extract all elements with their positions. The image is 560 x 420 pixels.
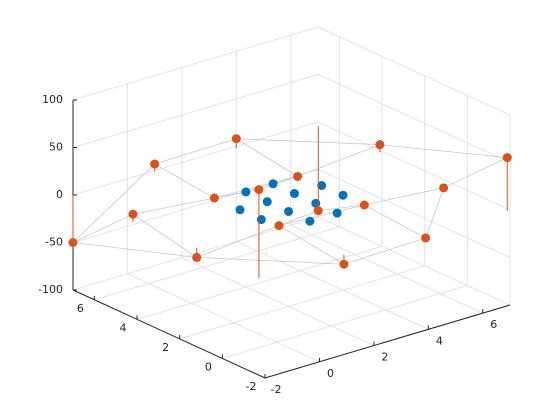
edge	[72, 213, 134, 243]
grid-line	[317, 26, 511, 116]
z-tick-label: -50	[45, 236, 63, 249]
edge	[236, 138, 298, 177]
point	[305, 216, 315, 226]
point	[241, 187, 251, 197]
point	[359, 200, 369, 210]
edge	[196, 257, 344, 265]
grid-line	[317, 169, 511, 258]
point	[293, 171, 303, 181]
point	[375, 140, 385, 150]
point	[262, 197, 272, 207]
point	[128, 209, 138, 219]
edge	[318, 204, 365, 212]
point	[254, 185, 264, 195]
point	[421, 233, 431, 243]
point	[339, 259, 349, 269]
edge	[343, 237, 426, 265]
grid-line	[72, 121, 319, 196]
edge	[154, 138, 237, 165]
point	[289, 189, 299, 199]
z-tick-label: 100	[42, 93, 63, 106]
x-tick-label: 2	[381, 351, 388, 364]
y-tick-label: 2	[162, 341, 169, 354]
z-tick-label: 50	[49, 141, 63, 154]
edge	[154, 163, 215, 199]
point	[68, 238, 78, 247]
x-tick-label: 6	[490, 318, 497, 331]
edge	[72, 242, 197, 258]
edge	[258, 176, 298, 191]
edge	[297, 144, 381, 177]
grid-line	[127, 273, 320, 363]
grid-line	[317, 74, 511, 163]
point	[235, 205, 245, 215]
grid-line	[136, 245, 383, 320]
point	[332, 208, 342, 218]
point	[313, 206, 323, 216]
point	[338, 190, 348, 200]
grid-line	[72, 74, 319, 148]
grid-line	[317, 216, 511, 306]
edge	[425, 187, 445, 239]
edge	[364, 204, 426, 239]
grid-line	[290, 224, 483, 314]
y-axis	[72, 289, 266, 379]
x-tick-label: -2	[271, 383, 282, 396]
grid-line	[236, 240, 429, 330]
edge	[132, 197, 215, 215]
edge	[364, 187, 444, 206]
edge	[214, 189, 259, 199]
edge	[379, 144, 508, 159]
point	[150, 159, 160, 169]
z-tick-label: 0	[56, 188, 63, 201]
grid-line	[222, 284, 468, 359]
x-tick-label: 0	[327, 367, 334, 380]
point	[439, 183, 449, 193]
edge	[278, 225, 345, 265]
y-tick-label: 4	[120, 321, 127, 334]
grid-line	[317, 121, 511, 211]
point	[317, 180, 327, 190]
x-tick-label: 4	[436, 334, 443, 347]
y-tick-label: 6	[77, 302, 84, 315]
point	[209, 193, 219, 203]
point	[274, 221, 284, 231]
point	[192, 252, 202, 262]
point	[502, 153, 512, 163]
edge	[278, 204, 365, 226]
edge	[132, 213, 197, 258]
grid-line	[179, 265, 425, 340]
z-tick-label: -100	[38, 283, 63, 296]
grid-line	[72, 26, 319, 101]
x-axis	[264, 304, 511, 379]
point	[256, 215, 266, 225]
grid-line	[94, 226, 340, 301]
point	[284, 206, 294, 216]
y-tick-label: -2	[246, 380, 257, 393]
y-tick-label: 0	[205, 360, 212, 373]
edge	[196, 225, 280, 258]
edge	[278, 210, 319, 226]
point	[231, 134, 241, 144]
edge	[236, 138, 380, 146]
edge	[443, 157, 508, 189]
point	[268, 179, 278, 189]
grid-line	[181, 257, 375, 347]
edge	[72, 163, 155, 243]
